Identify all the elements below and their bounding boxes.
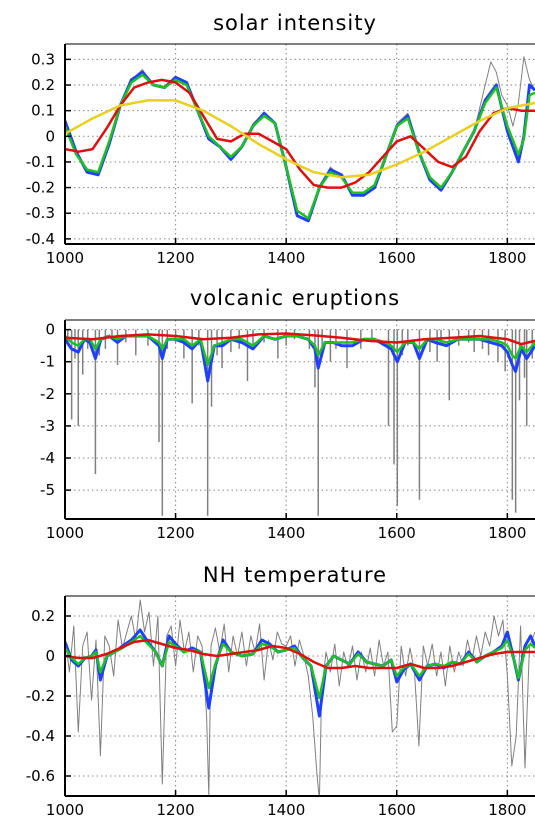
plot-area	[65, 599, 535, 796]
chart-title: solar intensity	[213, 11, 377, 35]
y-tick-label: 0	[45, 127, 55, 145]
gray-series-line	[65, 56, 535, 222]
nh-temperature-panel: NH temperature -0.6 -0.4 -0.2 0 0.2 1000 1200 14…	[26, 563, 535, 819]
y-tick-label: -1	[40, 353, 55, 371]
plot-area	[65, 56, 535, 223]
y-tick-label: -0.4	[26, 230, 55, 248]
y-tick-label: 0	[45, 647, 55, 665]
chart-title: NH temperature	[203, 563, 387, 587]
x-tick-label: 1600	[378, 249, 416, 267]
yellow-series-line	[65, 99, 535, 179]
green-series-line	[65, 73, 535, 220]
y-tick-label: -0.2	[26, 179, 55, 197]
x-tick-label: 1000	[46, 524, 84, 542]
y-tick-label: -0.6	[26, 767, 55, 785]
red-series-line	[65, 78, 535, 189]
x-tick-label: 1800	[488, 524, 526, 542]
plot-area	[65, 329, 535, 516]
red-series-line	[65, 638, 535, 670]
y-tick-label: -2	[40, 385, 55, 403]
x-tick-label: 1200	[156, 801, 194, 819]
y-tick-label: -5	[40, 481, 55, 499]
chart-title: volcanic eruptions	[190, 286, 400, 310]
x-tick-label: 1800	[488, 801, 526, 819]
x-tick-label: 1600	[378, 524, 416, 542]
x-tick-label: 1200	[156, 249, 194, 267]
x-tick-label: 1800	[488, 249, 526, 267]
x-tick-label: 1400	[267, 801, 305, 819]
solar-intensity-panel: solar intensity -0.4 -0.3 -0.2 -0.1 0 0.1 0.2 0.…	[26, 11, 535, 267]
y-tick-label: -3	[40, 417, 55, 435]
x-tick-label: 1400	[267, 524, 305, 542]
y-tick-label: 0.2	[31, 607, 55, 625]
volcanic-eruptions-panel: volcanic eruptions -5 -4 -3 -2 -1 0 1000 1200 140…	[40, 286, 535, 542]
y-tick-label: -0.4	[26, 727, 55, 745]
x-tick-label: 1400	[267, 249, 305, 267]
x-tick-label: 1000	[46, 801, 84, 819]
x-tick-label: 1600	[378, 801, 416, 819]
green-series-line	[65, 634, 535, 700]
y-tick-label: -0.2	[26, 687, 55, 705]
y-tick-label: 0.1	[31, 102, 55, 120]
y-tick-label: 0.2	[31, 76, 55, 94]
y-tick-label: 0	[45, 321, 55, 339]
y-tick-label: -0.3	[26, 204, 55, 222]
x-tick-label: 1200	[156, 524, 194, 542]
x-tick-label: 1000	[46, 249, 84, 267]
y-tick-label: 0.3	[31, 50, 55, 68]
red-series-line	[65, 332, 535, 346]
y-tick-label: -0.1	[26, 153, 55, 171]
y-tick-label: -4	[40, 449, 55, 467]
gray-series-line	[65, 599, 535, 796]
